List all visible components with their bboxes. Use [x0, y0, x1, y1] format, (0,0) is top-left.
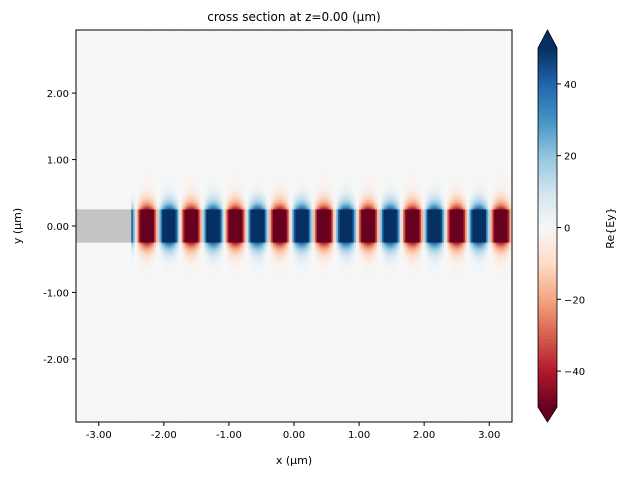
chart: cross section at z=0.00 (μm) -3.00-2.00-… — [0, 0, 626, 476]
